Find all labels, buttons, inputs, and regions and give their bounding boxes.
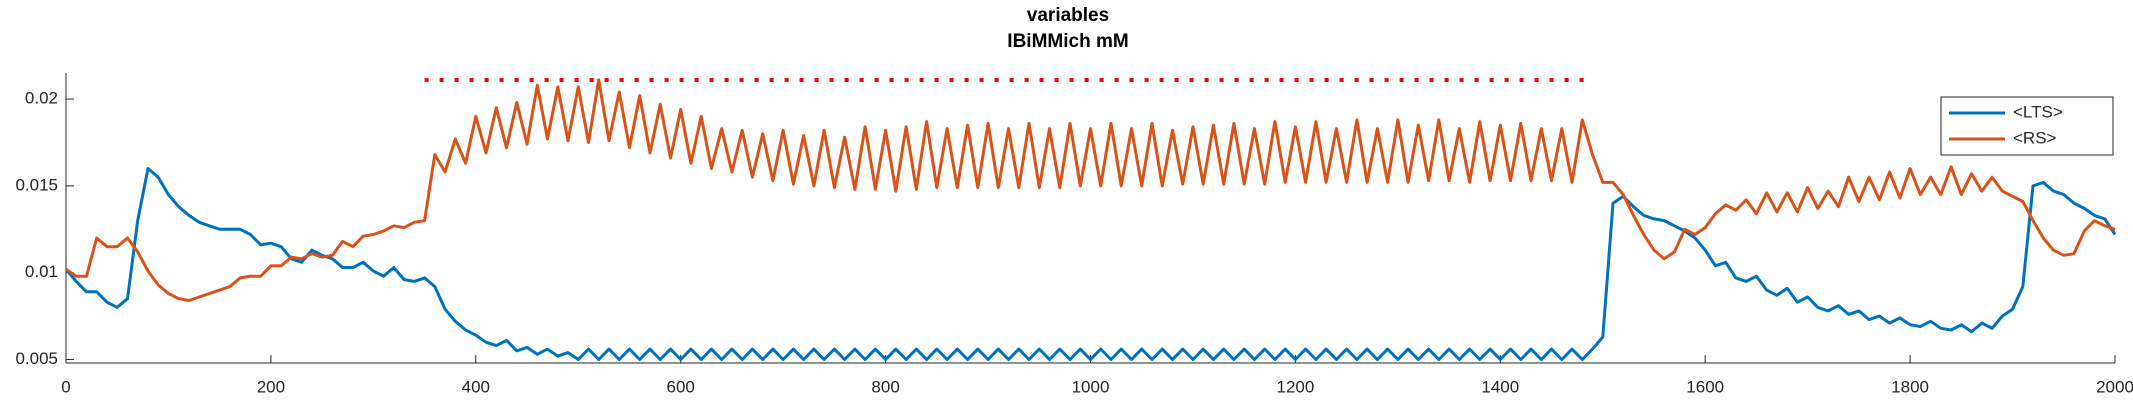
x-tick-label: 200 bbox=[257, 377, 285, 396]
series-line bbox=[65, 78, 2116, 302]
series-line bbox=[64, 167, 2117, 361]
legend-box bbox=[1940, 96, 2114, 156]
y-tick-label: 0.015 bbox=[15, 175, 58, 194]
x-tick-label: 800 bbox=[871, 377, 899, 396]
y-tick-label: 0.01 bbox=[25, 262, 58, 281]
legend-label: <RS> bbox=[2013, 128, 2057, 147]
y-tick-label: 0.02 bbox=[25, 89, 58, 108]
x-tick-label: 0 bbox=[61, 377, 70, 396]
x-tick-label: 600 bbox=[667, 377, 695, 396]
x-tick-label: 400 bbox=[462, 377, 490, 396]
y-tick-label: 0.005 bbox=[15, 349, 58, 368]
x-tick-label: 1400 bbox=[1481, 377, 1519, 396]
x-tick-label: 1000 bbox=[1072, 377, 1110, 396]
x-tick-label: 2000 bbox=[2096, 377, 2133, 396]
legend-label: <LTS> bbox=[2013, 102, 2063, 121]
x-tick-label: 1200 bbox=[1276, 377, 1314, 396]
x-tick-label: 1800 bbox=[1891, 377, 1929, 396]
x-tick-label: 1600 bbox=[1686, 377, 1724, 396]
chart-title: variables bbox=[1027, 5, 1109, 26]
chart-subtitle: IBiMMich mM bbox=[1007, 31, 1128, 52]
